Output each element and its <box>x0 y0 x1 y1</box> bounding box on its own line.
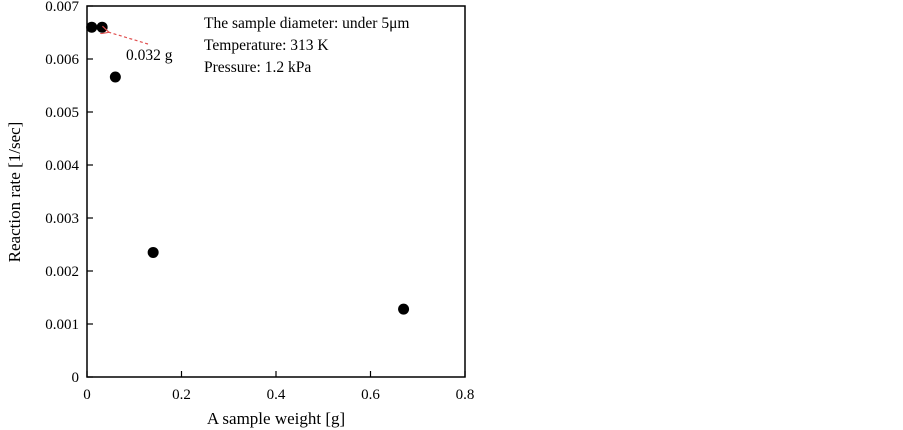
y-tick-label: 0.001 <box>45 317 79 333</box>
data-point <box>109 71 121 83</box>
condition-temperature: Temperature: 313 K <box>204 37 329 54</box>
y-tick-label: 0.006 <box>45 52 79 68</box>
y-tick-label: 0.005 <box>45 105 79 121</box>
x-axis-ticks: 0 0.2 0.4 0.6 0.8 <box>83 371 474 403</box>
y-tick-label: 0.002 <box>45 264 79 280</box>
y-tick-label: 0.007 <box>45 0 79 15</box>
annotation-point-label: 0.032 g <box>126 47 173 64</box>
y-tick-label: 0.004 <box>45 158 79 174</box>
data-point <box>86 21 98 33</box>
data-point <box>96 21 108 33</box>
x-tick-label: 0.2 <box>172 387 191 403</box>
condition-diameter: The sample diameter: under 5μm <box>204 15 409 32</box>
y-tick-label: 0 <box>72 370 80 386</box>
condition-pressure: Pressure: 1.2 kPa <box>204 59 311 76</box>
data-point <box>398 303 410 315</box>
x-tick-label: 0.4 <box>267 387 286 403</box>
annotation-arrow <box>108 32 149 45</box>
data-point <box>147 246 159 258</box>
x-axis-title: A sample weight [g] <box>207 409 345 428</box>
x-tick-label: 0 <box>83 387 91 403</box>
x-tick-label: 0.8 <box>456 387 475 403</box>
x-tick-label: 0.6 <box>361 387 380 403</box>
y-axis-title: Reaction rate [1/sec] <box>5 122 24 263</box>
y-tick-label: 0.003 <box>45 211 79 227</box>
y-axis-ticks: 0 0.001 0.002 0.003 0.004 0.005 0.006 0.007 <box>45 0 93 386</box>
